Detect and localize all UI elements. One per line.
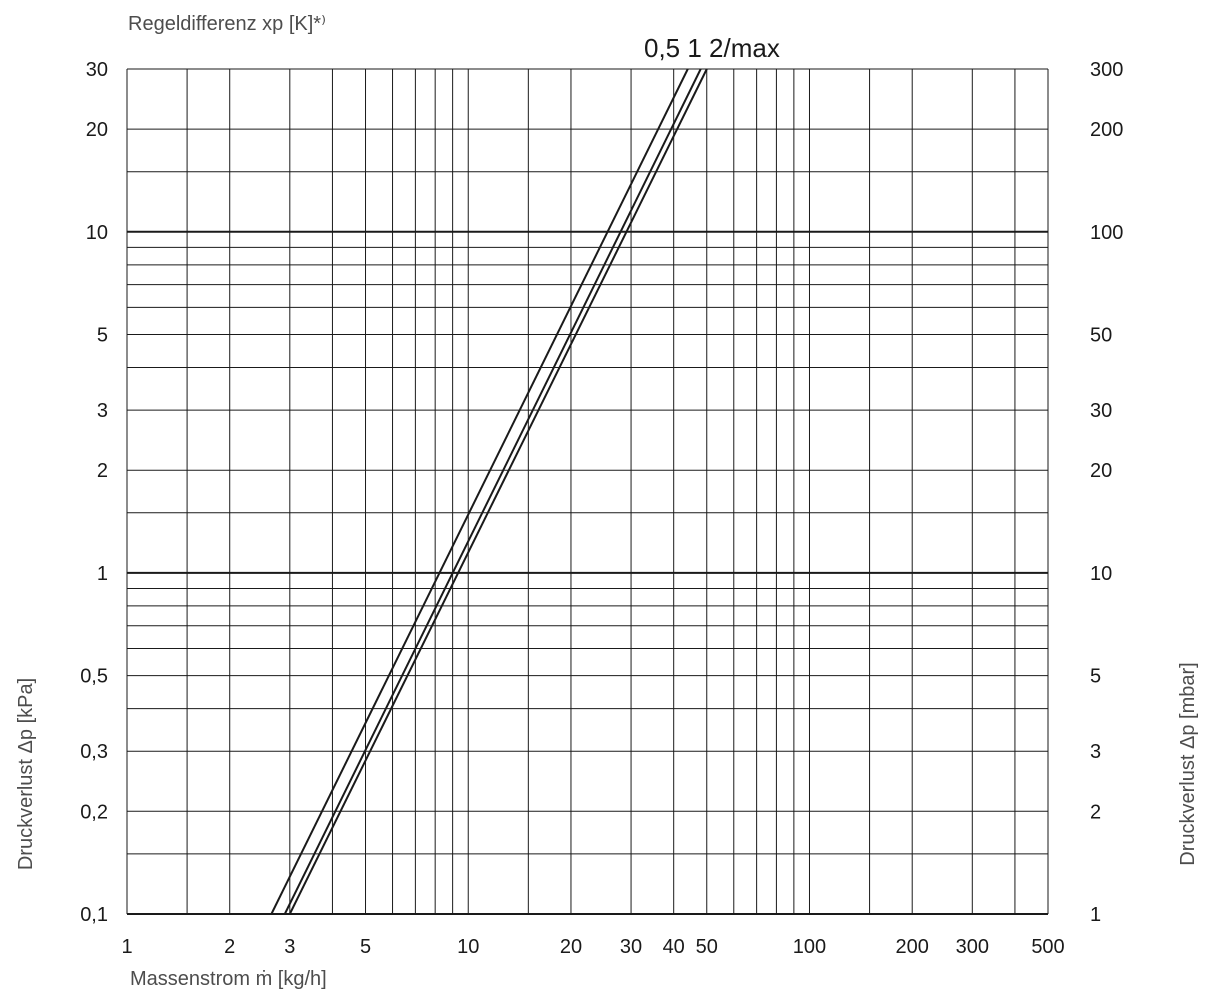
y-tick-label: 1 <box>97 563 108 585</box>
curves <box>270 68 708 915</box>
x-tick-label: 300 <box>956 936 989 958</box>
series-line-1 <box>283 68 702 915</box>
x-tick-label: 2 <box>224 936 235 958</box>
y2-tick-label: 300 <box>1090 59 1123 81</box>
x-tick-label: 100 <box>793 936 826 958</box>
y-tick-label: 0,1 <box>80 904 108 926</box>
y2-tick-label: 2 <box>1090 801 1101 823</box>
x-tick-label: 500 <box>1031 936 1064 958</box>
y-tick-label: 10 <box>86 222 108 244</box>
y-axis-title-right: Druckverlust Δp [mbar] <box>1177 662 1199 865</box>
y-tick-label: 20 <box>86 119 108 141</box>
y-tick-label: 3 <box>97 400 108 422</box>
x-tick-label: 200 <box>896 936 929 958</box>
y-tick-label: 5 <box>97 324 108 346</box>
x-tick-label: 50 <box>696 936 718 958</box>
top-axis-title: Regeldifferenz xp [K]*⁾ <box>128 13 326 35</box>
y2-tick-label: 5 <box>1090 666 1101 688</box>
x-tick-label: 20 <box>560 936 582 958</box>
x-tick-label: 1 <box>121 936 132 958</box>
y2-tick-label: 1 <box>1090 904 1101 926</box>
y2-tick-label: 100 <box>1090 222 1123 244</box>
y-tick-label: 0,2 <box>80 801 108 823</box>
x-tick-label: 3 <box>284 936 295 958</box>
x-tick-label: 30 <box>620 936 642 958</box>
y2-tick-label: 3 <box>1090 741 1101 763</box>
grid <box>126 68 1049 915</box>
y-axis-title-left: Druckverlust Δp [kPa] <box>15 678 37 870</box>
y-tick-label: 0,5 <box>80 666 108 688</box>
y2-tick-label: 20 <box>1090 460 1112 482</box>
y-tick-label: 30 <box>86 59 108 81</box>
x-tick-label: 40 <box>663 936 685 958</box>
curve-labels: 0,5 1 2/max <box>644 33 780 63</box>
y-tick-label: 0,3 <box>80 741 108 763</box>
x-tick-label: 10 <box>457 936 479 958</box>
y2-tick-label: 200 <box>1090 119 1123 141</box>
series-line-2-max <box>288 68 708 915</box>
y2-tick-label: 30 <box>1090 400 1112 422</box>
x-tick-label: 5 <box>360 936 371 958</box>
y2-tick-label: 50 <box>1090 324 1112 346</box>
x-axis-title: Massenstrom ṁ [kg/h] <box>130 968 327 990</box>
y2-tick-label: 10 <box>1090 563 1112 585</box>
y-tick-label: 2 <box>97 460 108 482</box>
tick-labels: 1 2 3 5 10 20 30 40 50 100 200 300 500 0,1 0,2 0,3 0,5 1 2… <box>80 59 1123 958</box>
series-line-0-5 <box>270 68 689 915</box>
